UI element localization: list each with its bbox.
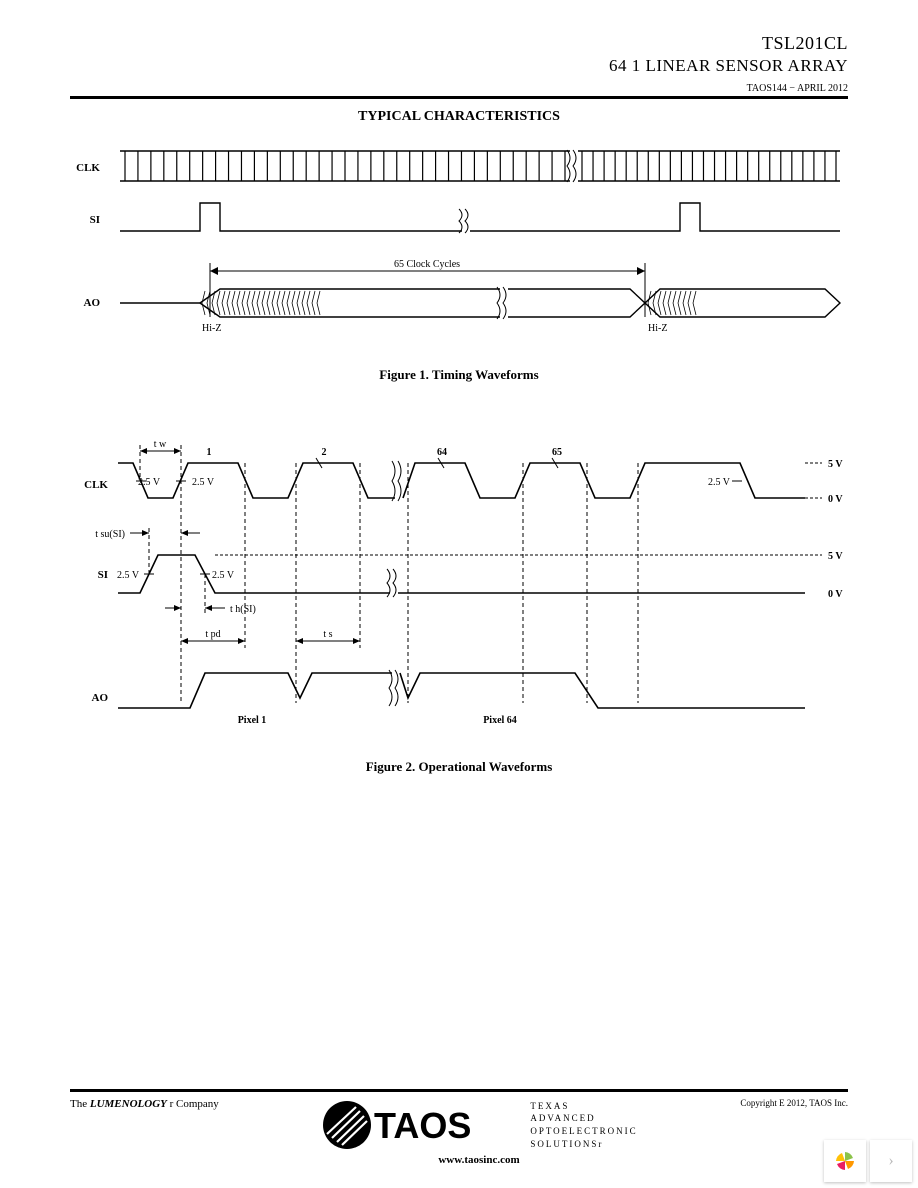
footer-center: TAOS TEXAS ADVANCED OPTOELECTRONIC SOLUT…	[270, 1098, 688, 1166]
svg-text:2.5 V: 2.5 V	[212, 570, 235, 581]
chevron-right-icon: ›	[888, 1152, 893, 1170]
taos-logo: TAOS TEXAS ADVANCED OPTOELECTRONIC SOLUT…	[320, 1098, 637, 1152]
svg-text:t w: t w	[154, 439, 167, 450]
section-title: TYPICAL CHARACTERISTICS	[70, 109, 848, 125]
ao-label: AO	[84, 297, 101, 309]
svg-text:t pd: t pd	[205, 629, 220, 640]
footer-left: The LUMENOLOGY r Company	[70, 1098, 270, 1110]
header-rule	[70, 96, 848, 99]
svg-text:2.5 V: 2.5 V	[117, 570, 140, 581]
si-label-2: SI	[98, 569, 108, 581]
footer-right: Copyright E 2012, TAOS Inc.	[688, 1098, 848, 1108]
svg-text:5 V: 5 V	[828, 459, 843, 470]
hiz-right-label: Hi-Z	[648, 323, 667, 334]
pinwheel-icon	[834, 1150, 856, 1172]
clk-label: CLK	[76, 162, 100, 174]
corner-next-button[interactable]: ›	[870, 1140, 912, 1182]
svg-text:t s: t s	[323, 629, 332, 640]
pixel-1-label: Pixel 1	[238, 715, 267, 726]
svg-text:0 V: 0 V	[828, 589, 843, 600]
svg-text:2.5 V: 2.5 V	[192, 477, 215, 488]
svg-text:2.5 V: 2.5 V	[708, 477, 731, 488]
ao-label-2: AO	[92, 692, 109, 704]
pixel-64-label: Pixel 64	[483, 715, 517, 726]
website: www.taosinc.com	[438, 1154, 519, 1166]
clk-label-2: CLK	[84, 479, 108, 491]
svg-text:5 V: 5 V	[828, 551, 843, 562]
svg-text:t su(SI): t su(SI)	[95, 529, 125, 540]
si-label: SI	[90, 214, 100, 226]
figure-1-timing-waveforms: CLK SI AO	[70, 131, 848, 383]
svg-text:65: 65	[552, 447, 562, 458]
corner-nav: ›	[824, 1140, 912, 1182]
part-number: TSL201CL	[70, 32, 848, 55]
page-footer: The LUMENOLOGY r Company TAOS	[70, 1089, 848, 1166]
part-subtitle: 64 1 LINEAR SENSOR ARRAY	[70, 55, 848, 77]
svg-text:TAOS: TAOS	[374, 1105, 471, 1146]
svg-text:2.5 V: 2.5 V	[138, 477, 161, 488]
figure-2-operational-waveforms: CLK 2.5 V 2.5 V 2.5 V 1 2 64 65	[70, 433, 848, 775]
figure-1-caption: Figure 1. Timing Waveforms	[70, 367, 848, 383]
svg-text:0 V: 0 V	[828, 494, 843, 505]
corner-app-icon[interactable]	[824, 1140, 866, 1182]
footer-rule	[70, 1089, 848, 1092]
svg-text:2: 2	[322, 447, 327, 458]
svg-text:1: 1	[207, 447, 212, 458]
svg-text:t h(SI): t h(SI)	[230, 604, 256, 615]
page-header: TSL201CL 64 1 LINEAR SENSOR ARRAY	[70, 32, 848, 77]
doc-id: TAOS144 − APRIL 2012	[70, 83, 848, 94]
figure-2-caption: Figure 2. Operational Waveforms	[70, 759, 848, 775]
hiz-left-label: Hi-Z	[202, 323, 221, 334]
clock-cycles-label: 65 Clock Cycles	[394, 259, 460, 270]
taos-logo-icon: TAOS	[320, 1098, 520, 1152]
svg-text:64: 64	[437, 447, 447, 458]
